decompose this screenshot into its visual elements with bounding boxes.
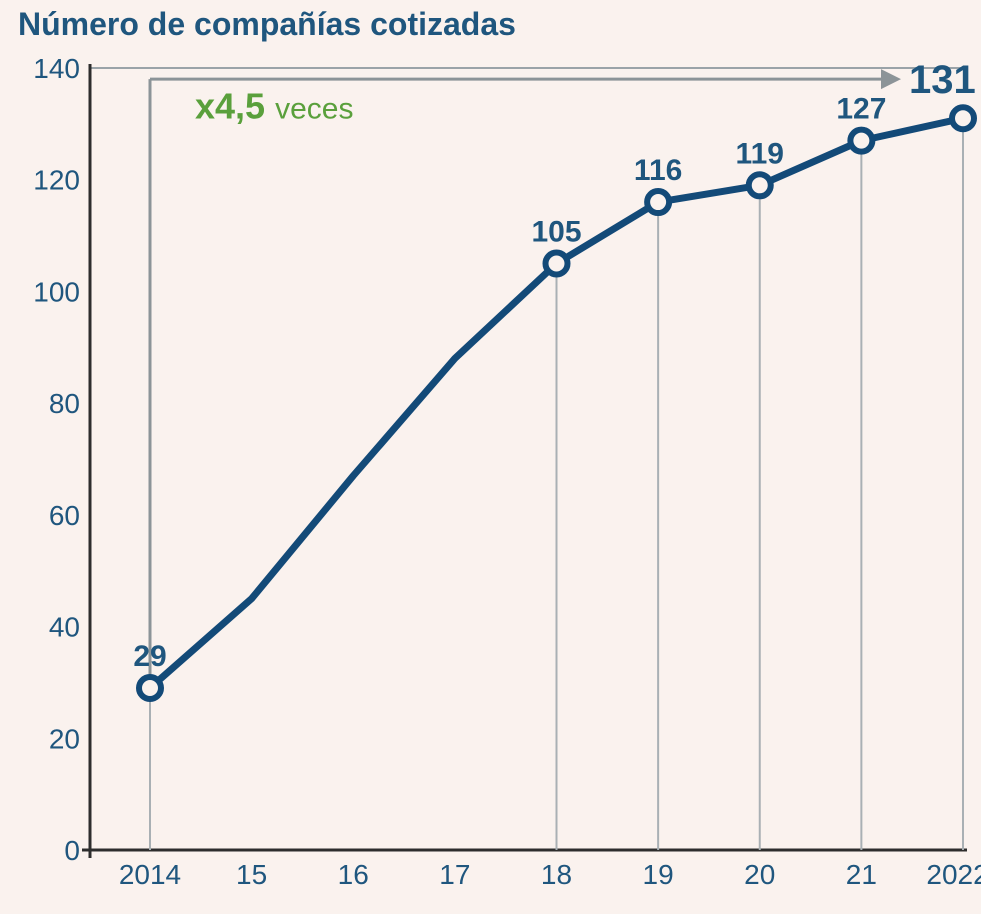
y-axis-tick-label: 120 [33, 165, 80, 196]
x-axis-tick-label: 16 [338, 859, 369, 890]
y-axis-tick-label: 80 [49, 388, 80, 419]
arrow-head-icon [881, 69, 901, 89]
data-point-label: 105 [531, 216, 581, 249]
x-axis-tick-label: 21 [846, 859, 877, 890]
y-axis-tick-label: 0 [64, 835, 80, 866]
y-axis-tick-label: 40 [49, 612, 80, 643]
data-point-marker [749, 174, 771, 196]
data-point-marker [952, 107, 974, 129]
x-axis-tick-label: 19 [643, 859, 674, 890]
data-point-marker [546, 253, 568, 275]
chart-container: Número de compañías cotizadas 0204060801… [0, 0, 981, 914]
data-point-label: 119 [736, 137, 784, 170]
line-chart: 0 20 40 60 80 100 120 140 2014 15 16 17 18 19 20 21 2022… [0, 0, 981, 914]
data-point-marker [647, 191, 669, 213]
final-value-label: 131 [909, 58, 976, 102]
x-axis-tick-label: 15 [236, 859, 267, 890]
y-axis-tick-label: 60 [49, 500, 80, 531]
x-axis-tick-label: 18 [541, 859, 572, 890]
data-point-marker [850, 130, 872, 152]
data-point-label: 127 [836, 93, 886, 126]
y-axis-tick-label: 100 [33, 276, 80, 307]
data-point-label: 29 [133, 640, 166, 673]
y-axis-tick-label: 20 [49, 723, 80, 754]
data-point-label: 116 [634, 154, 682, 187]
x-axis-tick-label: 2022* [926, 859, 981, 890]
x-axis-tick-label: 20 [744, 859, 775, 890]
x-axis-tick-label: 17 [439, 859, 470, 890]
growth-annotation: x4,5 veces [195, 85, 353, 126]
x-axis-tick-label: 2014 [119, 859, 181, 890]
y-axis-tick-label: 140 [33, 53, 80, 84]
data-point-marker [139, 677, 161, 699]
